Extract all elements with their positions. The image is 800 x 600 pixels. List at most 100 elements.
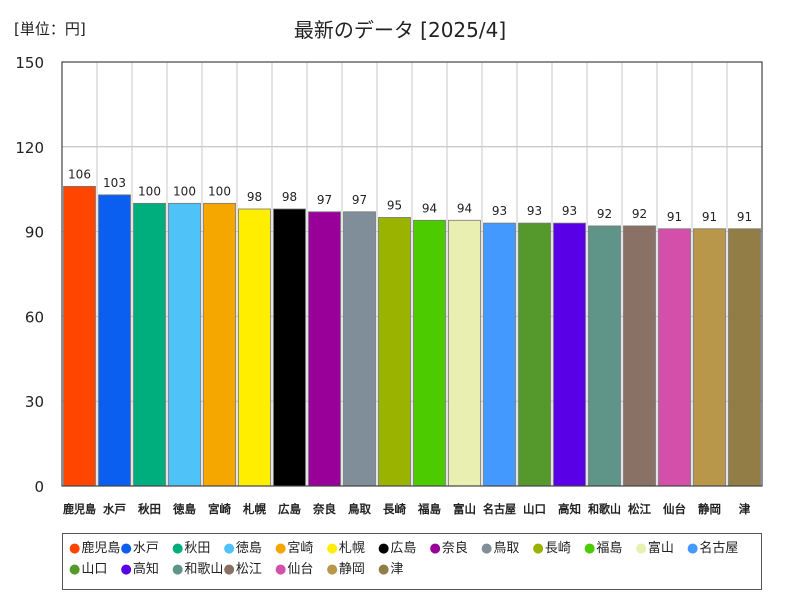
legend-label: 山口 bbox=[81, 562, 108, 577]
data-label: 94 bbox=[422, 201, 437, 215]
legend-marker: ● bbox=[172, 562, 184, 577]
y-tick-label: 150 bbox=[15, 54, 44, 72]
y-tick-label: 120 bbox=[15, 139, 44, 157]
x-tick-label: 松江 bbox=[628, 502, 651, 516]
bar bbox=[658, 228, 691, 487]
y-tick-label: 60 bbox=[25, 308, 44, 326]
plot-frame bbox=[61, 61, 763, 487]
legend-marker: ● bbox=[687, 541, 699, 556]
data-label: 93 bbox=[492, 204, 507, 218]
x-tick-label: 水戸 bbox=[103, 502, 126, 516]
legend-label: 津 bbox=[390, 562, 404, 577]
data-label: 100 bbox=[138, 184, 161, 198]
bar bbox=[273, 208, 306, 487]
grid-layer bbox=[62, 62, 762, 486]
x-tick-label: 広島 bbox=[278, 502, 301, 516]
legend-label: 鹿児島 bbox=[81, 541, 121, 556]
legend-marker: ● bbox=[378, 541, 390, 556]
x-tick-label: 札幌 bbox=[242, 502, 266, 516]
legend-label: 富山 bbox=[647, 541, 674, 556]
data-label: 103 bbox=[103, 176, 126, 190]
legend-entry: ●福島 bbox=[584, 541, 622, 557]
bar bbox=[588, 225, 621, 487]
bar bbox=[413, 219, 446, 487]
legend-marker: ● bbox=[69, 562, 81, 577]
axis-layer bbox=[61, 61, 763, 487]
x-tick-label: 山口 bbox=[523, 502, 546, 516]
bar bbox=[343, 211, 376, 487]
x-tick-label: 奈良 bbox=[312, 502, 336, 516]
legend-marker: ● bbox=[69, 541, 81, 556]
legend-entry: ●和歌山 bbox=[172, 562, 223, 578]
bar bbox=[448, 219, 481, 487]
data-label: 106 bbox=[68, 167, 91, 181]
legend-marker: ● bbox=[635, 541, 647, 556]
legend-entry: ●札幌 bbox=[327, 541, 365, 557]
legend-entry: ●徳島 bbox=[224, 541, 262, 557]
legend-marker: ● bbox=[223, 541, 235, 556]
legend-label: 松江 bbox=[235, 562, 262, 577]
x-tick-label: 宮崎 bbox=[208, 502, 231, 516]
legend-entry: ●秋田 bbox=[172, 541, 210, 557]
legend-entry: ●松江 bbox=[224, 562, 262, 578]
legend-label: 高知 bbox=[132, 562, 159, 577]
legend-entry: ●奈良 bbox=[430, 541, 468, 557]
legend-marker: ● bbox=[120, 541, 132, 556]
bar bbox=[623, 225, 656, 487]
bar bbox=[168, 202, 201, 487]
legend-label: 宮崎 bbox=[287, 541, 314, 556]
unit-label: [単位：円] bbox=[14, 20, 86, 38]
x-tick-label: 仙台 bbox=[663, 502, 686, 516]
data-label: 94 bbox=[457, 201, 472, 215]
legend-entry: ●静岡 bbox=[327, 562, 365, 578]
x-tick-label: 名古屋 bbox=[483, 502, 516, 516]
legend-marker: ● bbox=[223, 562, 235, 577]
legend-entry: ●津 bbox=[378, 562, 403, 578]
legend-label: 長崎 bbox=[544, 541, 571, 556]
x-tick-label: 鹿児島 bbox=[63, 502, 96, 516]
x-tick-label: 徳島 bbox=[172, 502, 196, 516]
x-tick-label: 富山 bbox=[453, 502, 476, 516]
bar bbox=[728, 228, 761, 487]
bar bbox=[133, 202, 166, 487]
bar bbox=[483, 222, 516, 487]
legend-entry: ●宮崎 bbox=[275, 541, 313, 557]
data-label: 97 bbox=[317, 193, 332, 207]
legend-label: 鳥取 bbox=[493, 541, 520, 556]
legend-entry: ●名古屋 bbox=[687, 541, 738, 557]
legend-label: 広島 bbox=[390, 541, 417, 556]
legend-label: 名古屋 bbox=[699, 541, 739, 556]
bar bbox=[693, 228, 726, 487]
legend-entry: ●高知 bbox=[121, 562, 159, 578]
legend-entry: ●山口 bbox=[69, 562, 107, 578]
legend-label: 和歌山 bbox=[184, 562, 224, 577]
legend-marker: ● bbox=[429, 541, 441, 556]
data-label: 98 bbox=[282, 190, 297, 204]
legend-marker: ● bbox=[584, 541, 596, 556]
legend-marker: ● bbox=[532, 541, 544, 556]
bar bbox=[378, 217, 411, 487]
bar bbox=[203, 202, 236, 487]
legend-marker: ● bbox=[326, 562, 338, 577]
x-tick-label: 鳥取 bbox=[348, 502, 371, 516]
x-tick-label: 福島 bbox=[417, 502, 441, 516]
legend-marker: ● bbox=[275, 562, 287, 577]
legend-label: 奈良 bbox=[441, 541, 468, 556]
data-label: 93 bbox=[562, 204, 577, 218]
bar bbox=[238, 208, 271, 487]
legend-entry: ●水戸 bbox=[121, 541, 159, 557]
legend-entry: ●鳥取 bbox=[481, 541, 519, 557]
x-tick-label: 静岡 bbox=[698, 502, 721, 516]
bar bbox=[553, 222, 586, 487]
data-label: 92 bbox=[632, 207, 647, 221]
data-label: 100 bbox=[173, 184, 196, 198]
data-label: 98 bbox=[247, 190, 262, 204]
legend-entry: ●富山 bbox=[636, 541, 674, 557]
legend-marker: ● bbox=[172, 541, 184, 556]
legend-entry: ●仙台 bbox=[275, 562, 313, 578]
legend-label: 福島 bbox=[596, 541, 623, 556]
x-tick-label: 長崎 bbox=[383, 502, 406, 516]
data-label: 91 bbox=[702, 210, 717, 224]
bar bbox=[518, 222, 551, 487]
